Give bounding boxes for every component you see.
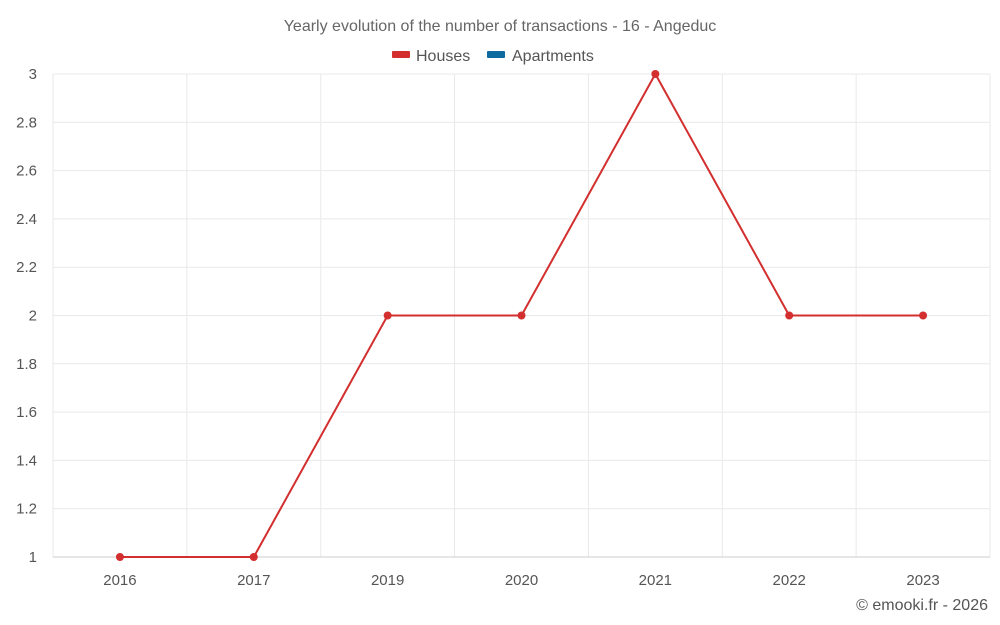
data-point-houses[interactable] [383,311,392,320]
y-tick-label: 1.4 [16,452,37,469]
y-tick-label: 1.8 [16,356,37,373]
legend: Houses Apartments [392,48,594,65]
x-tick-label: 2023 [906,572,939,589]
x-tick-label: 2021 [639,572,672,589]
x-tick-label: 2020 [505,572,538,589]
legend-swatch-houses [392,51,410,58]
x-tick-label: 2016 [103,572,136,589]
data-point-houses[interactable] [517,311,526,320]
x-tick-label: 2019 [371,572,404,589]
credit-text: © emooki.fr - 2026 [856,597,988,614]
data-point-houses[interactable] [115,553,124,561]
axes: 1 1.2 1.4 1.6 1.8 2 2.2 2.4 2.6 2.8 3 2016 2017 2019 2… [16,66,990,589]
legend-label-houses: Houses [416,48,470,65]
y-tick-label: 2.8 [16,114,37,131]
data-point-houses[interactable] [785,311,794,320]
x-tick-label: 2017 [237,572,270,589]
x-tick-label: 2022 [773,572,806,589]
data-point-houses[interactable] [651,70,660,78]
y-tick-label: 1.6 [16,404,37,421]
series [115,70,928,561]
legend-label-apartments: Apartments [512,48,594,65]
y-tick-label: 2.2 [16,259,37,276]
legend-item-apartments[interactable]: Apartments [487,48,594,65]
legend-swatch-apartments [487,51,505,58]
y-tick-label: 1.2 [16,501,37,518]
data-point-houses[interactable] [919,311,928,320]
y-tick-label: 2 [29,308,37,325]
y-tick-label: 3 [29,66,37,83]
y-tick-label: 2.6 [16,163,37,180]
chart-title: Yearly evolution of the number of transa… [284,18,717,35]
y-tick-label: 1 [29,549,37,566]
y-tick-label: 2.4 [16,211,37,228]
legend-item-houses[interactable]: Houses [392,48,470,65]
data-point-houses[interactable] [249,553,258,561]
